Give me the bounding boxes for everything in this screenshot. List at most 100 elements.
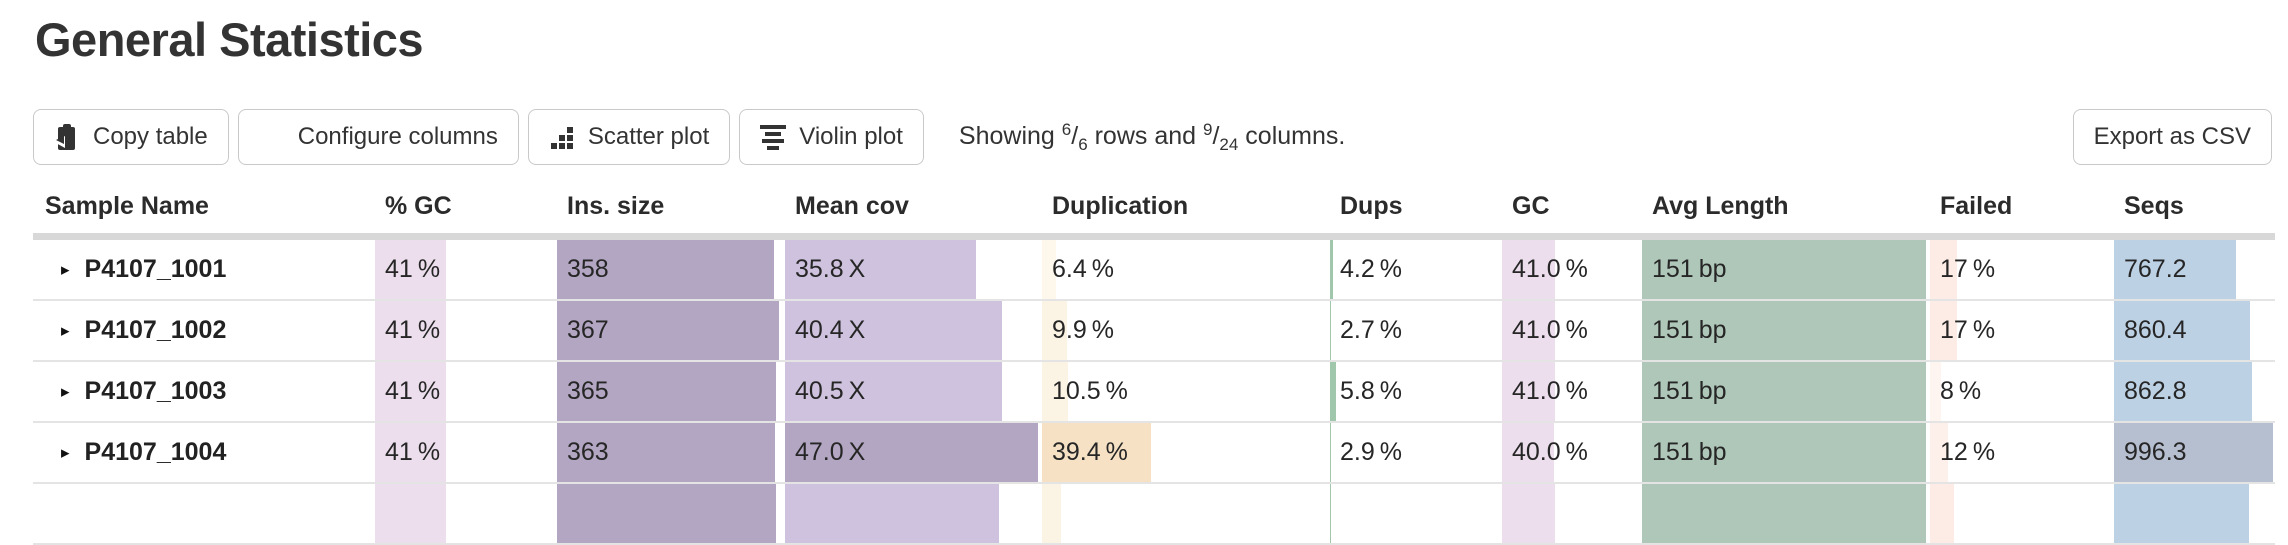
fraction-separator: / (1071, 121, 1079, 150)
table-cell: 6.4 % (1040, 240, 1328, 299)
cell-value-bar (375, 423, 446, 482)
toolbar: Copy table Configure columns Scatter plo… (33, 109, 2272, 165)
cell-value-bar (1642, 240, 1926, 299)
table-cell: 5.8 % (1328, 362, 1500, 421)
sample-cell: ▸ P4107_1002 (33, 301, 373, 360)
page-title: General Statistics (35, 13, 424, 66)
cell-value-bar (1330, 240, 1334, 299)
column-header-ins-size[interactable]: Ins. size (567, 192, 665, 220)
cell-value: 41 % (385, 438, 441, 466)
table-cell: 10.5 % (1040, 362, 1328, 421)
copy-table-button[interactable]: Copy table (33, 109, 229, 165)
cell-value-bar (557, 484, 777, 543)
sample-name: P4107_1003 (84, 377, 227, 405)
cell-value: 367 (567, 316, 609, 344)
cell-value: 2.7 % (1340, 316, 1402, 344)
column-header-percent-gc[interactable]: % GC (385, 192, 452, 220)
cell-value-bar (2114, 240, 2236, 299)
expand-row-icon[interactable]: ▸ (61, 321, 70, 340)
cell-value: 41.0 % (1512, 377, 1588, 405)
fraction-separator: / (1212, 121, 1220, 150)
cell-value: 17 % (1940, 316, 1996, 344)
column-header-avg-length[interactable]: Avg Length (1652, 192, 1789, 220)
cell-value-bar (557, 301, 779, 360)
violin-plot-button[interactable]: Violin plot (739, 109, 924, 165)
cell-value-bar (557, 362, 777, 421)
cell-value: 47.0 X (795, 438, 866, 466)
cell-value: 40.4 X (795, 316, 866, 344)
column-header-duplication[interactable]: Duplication (1052, 192, 1189, 220)
cell-value-bar (1930, 484, 1954, 543)
cell-value-bar (1930, 240, 1958, 299)
cell-value: 41 % (385, 377, 441, 405)
cell-value: 860.4 (2124, 316, 2187, 344)
copy-icon (54, 124, 80, 150)
expand-row-icon[interactable]: ▸ (61, 382, 70, 401)
cell-value: 5.8 % (1340, 377, 1402, 405)
column-header-sample-name[interactable]: Sample Name (45, 192, 209, 220)
cell-value-bar (785, 423, 1038, 482)
sample-cell (33, 484, 373, 543)
columns-total-count: 24 (1219, 134, 1239, 154)
table-cell: 365 (555, 362, 783, 421)
column-header-dups[interactable]: Dups (1340, 192, 1403, 220)
table-row: ▸ P4107_1004 41 % 363 47.0 X 39.4 % 2.9 % 40.0 … (33, 423, 2275, 484)
table-cell: 860.4 (2112, 301, 2275, 360)
cell-value-bar (2114, 301, 2251, 360)
cell-value-bar (1502, 301, 1556, 360)
cell-value: 10.5 % (1052, 377, 1128, 405)
expand-row-icon[interactable]: ▸ (61, 443, 70, 462)
table-cell: 151 bp (1640, 301, 1928, 360)
configure-columns-button[interactable]: Configure columns (237, 109, 519, 165)
cell-value-bar (1502, 484, 1556, 543)
table-cell: 41 % (373, 240, 555, 299)
table-cell: 41 % (373, 362, 555, 421)
table-row: ▸ P4107_1003 41 % 365 40.5 X 10.5 % 5.8 % 41.0 … (33, 362, 2275, 423)
sample-cell: ▸ P4107_1004 (33, 423, 373, 482)
cell-value: 41 % (385, 255, 441, 283)
violin-plot-label: Violin plot (799, 123, 903, 150)
sample-name: P4107_1001 (84, 255, 227, 283)
table-body: ▸ P4107_1001 41 % 358 35.8 X 6.4 % 4.2 % 41.0 %… (33, 240, 2275, 545)
cell-value: 41 % (385, 316, 441, 344)
rows-total-count: 6 (1078, 134, 1088, 154)
table-cell: 41.0 % (1500, 301, 1640, 360)
table-cell: 47.0 X (783, 423, 1040, 482)
table-cell (1328, 484, 1500, 543)
cell-value: 358 (567, 255, 609, 283)
table-cell (1040, 484, 1328, 543)
table-cell: 367 (555, 301, 783, 360)
cell-value: 151 bp (1652, 377, 1727, 405)
cell-value-bar (785, 484, 1000, 543)
cell-value: 2.9 % (1340, 438, 1402, 466)
table-cell: 35.8 X (783, 240, 1040, 299)
cell-value-bar (1330, 362, 1336, 421)
cell-value-bar (1502, 362, 1556, 421)
expand-row-icon[interactable]: ▸ (61, 260, 70, 279)
rows-columns-status: Showing 6/6 rows and 9/24 columns. (958, 119, 1346, 154)
cell-value-bar (1042, 362, 1069, 421)
cell-value-bar (2114, 362, 2252, 421)
cell-value-bar (785, 362, 1003, 421)
cell-value: 996.3 (2124, 438, 2187, 466)
cell-value-bar (1642, 423, 1926, 482)
table-cell (1640, 484, 1928, 543)
scatter-plot-button[interactable]: Scatter plot (527, 109, 731, 165)
table-cell: 40.4 X (783, 301, 1040, 360)
cell-value: 6.4 % (1052, 255, 1114, 283)
export-csv-button[interactable]: Export as CSV (2072, 109, 2272, 165)
cell-value-bar (1330, 484, 1332, 543)
table-cell: 862.8 (2112, 362, 2275, 421)
table-cell: 996.3 (2112, 423, 2275, 482)
table-cell (555, 484, 783, 543)
column-header-seqs[interactable]: Seqs (2124, 192, 2184, 220)
table-cell: 767.2 (2112, 240, 2275, 299)
table-cell (783, 484, 1040, 543)
column-header-mean-cov[interactable]: Mean cov (795, 192, 909, 220)
cell-value: 151 bp (1652, 316, 1727, 344)
cell-value: 363 (567, 438, 609, 466)
column-header-failed[interactable]: Failed (1940, 192, 2013, 220)
column-header-gc[interactable]: GC (1512, 192, 1550, 220)
cell-value-bar (1502, 240, 1556, 299)
cell-value: 12 % (1940, 438, 1996, 466)
